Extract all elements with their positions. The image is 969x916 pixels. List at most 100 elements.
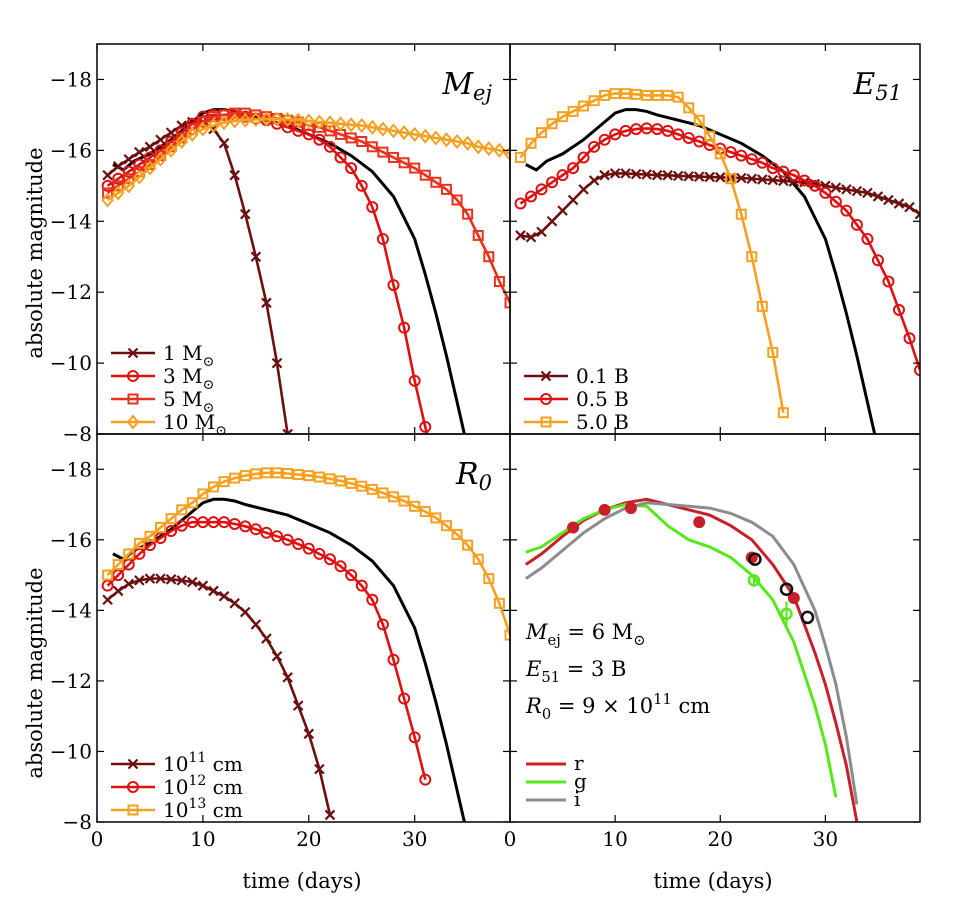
annotation-line-part: E (525, 657, 541, 681)
data-point (482, 141, 496, 157)
data-point (207, 111, 219, 123)
data-point (356, 480, 368, 492)
data-point (197, 488, 209, 500)
legend-label-part: ⊙ (203, 400, 215, 416)
data-point (577, 151, 590, 164)
data-point (567, 194, 579, 206)
data-point (271, 357, 283, 369)
series-line (106, 113, 429, 434)
legend-marker (540, 370, 552, 382)
y-tick-label: −10 (50, 739, 92, 763)
data-point (123, 153, 135, 165)
obs-point-i (748, 552, 762, 566)
series-line (106, 520, 427, 781)
data-point (366, 119, 379, 135)
data-point (408, 374, 421, 387)
panel-title-R0-part: R (455, 457, 479, 492)
obs-point-r (787, 592, 800, 605)
data-point (862, 187, 873, 199)
data-point (419, 420, 432, 433)
data-point (871, 254, 884, 267)
y-tick-label: −18 (50, 457, 92, 481)
legend-marker (127, 758, 139, 770)
data-point (250, 468, 262, 480)
data-point (134, 146, 145, 158)
data-point (334, 116, 347, 132)
data-point (165, 525, 178, 537)
annotation-line-part: R (525, 694, 542, 718)
data-point (504, 629, 510, 641)
ticks-R0: 0 10 20 30 −18 −16 −14 −12 −10 −8 (50, 434, 510, 851)
legend-marker (540, 393, 552, 405)
data-point (546, 176, 559, 189)
data-point (882, 275, 895, 288)
data-point (598, 133, 611, 146)
ticks-E51 (509, 44, 920, 435)
y-tick-label: −10 (50, 351, 92, 375)
legend-label-r: r (574, 751, 584, 775)
legend-label: 1013 cm (163, 796, 243, 822)
data-point (746, 173, 758, 185)
obs-point-g (780, 607, 793, 621)
band-curve-g (525, 502, 838, 798)
data-point (323, 553, 336, 566)
data-point (144, 530, 156, 542)
data-point (609, 128, 622, 141)
data-point (429, 130, 443, 146)
data-point (430, 512, 442, 524)
data-point (514, 197, 527, 210)
legend-label: 10 M⊙ (163, 410, 227, 439)
legend-label-part: 1 M (163, 341, 203, 365)
data-point (397, 125, 411, 141)
data-point (693, 135, 706, 148)
data-point (546, 118, 558, 130)
data-point (651, 89, 663, 101)
data-point (303, 728, 315, 740)
data-point (218, 476, 230, 488)
y-tick-label: −14 (50, 598, 92, 622)
data-point (525, 190, 538, 203)
series-line (106, 577, 332, 816)
data-point (408, 731, 421, 744)
data-point (493, 597, 505, 609)
data-point (388, 491, 400, 503)
data-point (735, 149, 748, 162)
data-point (102, 569, 114, 581)
data-point (630, 168, 642, 180)
data-point (419, 506, 431, 518)
data-point (462, 539, 474, 551)
y-tick-label: −12 (50, 669, 92, 693)
data-point (903, 332, 916, 345)
data-point (123, 578, 135, 590)
annotations: Mej = 6 M⊙ E51 = 3 B R0 = 9 × 1011 cm (525, 620, 710, 723)
data-point (451, 529, 463, 541)
data-point (292, 538, 305, 551)
x-tick-label: 10 (602, 827, 627, 851)
data-point (355, 579, 368, 592)
data-point (344, 117, 358, 133)
annotation-line: Mej = 6 M⊙ (525, 620, 646, 649)
data-point (229, 107, 241, 119)
data-point (461, 135, 474, 151)
data-point (292, 700, 304, 711)
data-point (155, 134, 166, 146)
data-point (261, 297, 272, 309)
data-point (620, 168, 631, 179)
data-point (260, 526, 273, 539)
data-point (176, 504, 188, 516)
y-tick-label: −16 (50, 138, 92, 162)
data-point (112, 172, 125, 185)
data-point (122, 178, 136, 194)
data-point (155, 521, 167, 533)
panel-title-E51: E51 (852, 67, 902, 105)
series-R0-2 (102, 467, 510, 641)
data-point (334, 560, 347, 573)
data-point (323, 140, 336, 153)
data-point (651, 169, 663, 181)
legend-label-i: i (574, 787, 580, 811)
obs-point-r (693, 516, 706, 529)
legend-label-part: 10 (163, 798, 188, 822)
panel-frame (96, 43, 511, 435)
legend-label-part: cm (206, 752, 243, 776)
data-point (345, 132, 357, 144)
